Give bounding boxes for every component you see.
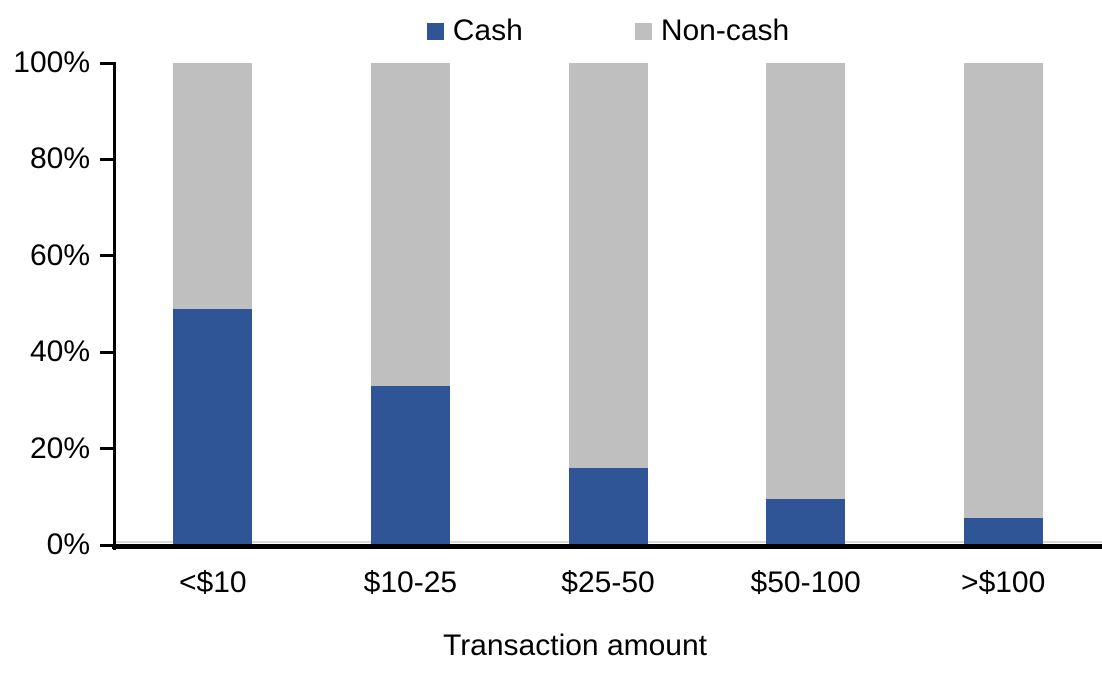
legend-label: Cash bbox=[452, 14, 523, 47]
bar-segment-cash bbox=[568, 467, 648, 545]
legend-label: Non-cash bbox=[660, 14, 790, 47]
y-axis-tick-label: 20% bbox=[29, 431, 90, 465]
bar-segment-noncash bbox=[370, 63, 450, 386]
legend-item: Non-cash bbox=[634, 13, 790, 49]
y-axis-tick bbox=[100, 61, 115, 65]
x-axis-label: $50-100 bbox=[750, 566, 861, 599]
legend-swatch-non-cash bbox=[634, 22, 652, 40]
y-axis-tick bbox=[100, 543, 115, 547]
y-axis-tick bbox=[100, 350, 115, 354]
bar-segment-noncash bbox=[766, 63, 846, 500]
y-axis-tick-label: 100% bbox=[13, 46, 90, 79]
x-axis-line bbox=[112, 544, 1102, 549]
y-axis-tick-label: 80% bbox=[29, 142, 90, 176]
x-axis-label: $25-50 bbox=[561, 566, 655, 599]
bar-segment-noncash bbox=[173, 63, 253, 309]
x-axis-label: >$100 bbox=[961, 566, 1046, 599]
y-axis-tick-label: 60% bbox=[29, 238, 90, 272]
legend: Cash Non-cash bbox=[114, 13, 1102, 49]
y-axis-tick-label: 40% bbox=[29, 335, 90, 369]
y-axis-tick bbox=[100, 157, 115, 161]
bar-segment-cash bbox=[173, 308, 253, 545]
legend-item: Cash bbox=[426, 13, 523, 49]
y-axis-tick bbox=[100, 447, 115, 451]
bar-segment-cash bbox=[370, 385, 450, 545]
bar-segment-noncash bbox=[963, 63, 1043, 519]
x-axis-title: Transaction amount bbox=[442, 629, 708, 662]
x-axis-label: <$10 bbox=[179, 566, 247, 599]
bar-segment-cash bbox=[766, 499, 846, 545]
bar-segment-cash bbox=[963, 518, 1043, 545]
bar-segment-noncash bbox=[568, 63, 648, 468]
y-axis-line bbox=[113, 62, 116, 550]
legend-swatch-cash bbox=[426, 22, 444, 40]
y-axis-tick bbox=[100, 254, 115, 258]
y-axis-tick-label: 0% bbox=[46, 528, 90, 561]
x-axis-label: $10-25 bbox=[363, 566, 458, 599]
